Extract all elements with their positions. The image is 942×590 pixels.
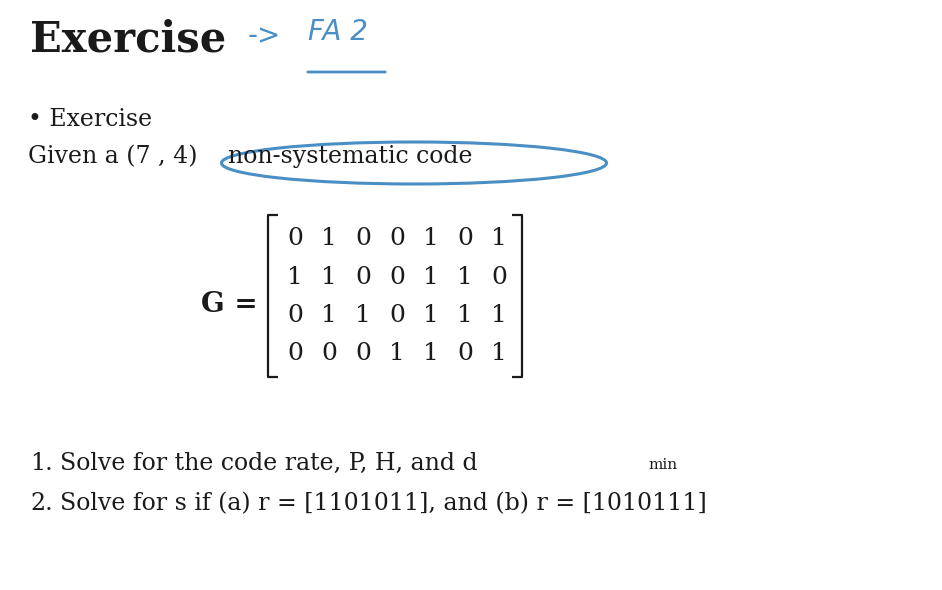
Text: 1.: 1. xyxy=(30,452,53,475)
Text: 0: 0 xyxy=(287,342,303,365)
Text: 0: 0 xyxy=(457,228,473,251)
Text: 1: 1 xyxy=(321,228,337,251)
Text: FA 2: FA 2 xyxy=(308,18,368,46)
Text: 0: 0 xyxy=(389,228,405,251)
Text: G =: G = xyxy=(202,291,258,319)
Text: 1: 1 xyxy=(457,303,473,326)
Text: 1: 1 xyxy=(423,303,439,326)
Text: 1: 1 xyxy=(491,342,507,365)
Text: 0: 0 xyxy=(389,303,405,326)
Text: 0: 0 xyxy=(355,228,371,251)
Text: ->: -> xyxy=(248,22,282,50)
Text: 1: 1 xyxy=(321,303,337,326)
Text: Solve for the code rate, P, H, and d: Solve for the code rate, P, H, and d xyxy=(60,452,478,475)
Text: 0: 0 xyxy=(389,266,405,289)
Text: non-systematic code: non-systematic code xyxy=(228,145,473,168)
Text: 1: 1 xyxy=(423,228,439,251)
Text: 1: 1 xyxy=(491,303,507,326)
Text: 1: 1 xyxy=(355,303,371,326)
Text: 0: 0 xyxy=(457,342,473,365)
Text: 0: 0 xyxy=(287,303,303,326)
Text: 1: 1 xyxy=(491,228,507,251)
Text: 0: 0 xyxy=(355,342,371,365)
Text: 1: 1 xyxy=(457,266,473,289)
Text: min: min xyxy=(648,458,677,472)
Text: 1: 1 xyxy=(389,342,405,365)
Text: 2.: 2. xyxy=(30,492,53,515)
Text: 0: 0 xyxy=(491,266,507,289)
Text: Given a (7 , 4): Given a (7 , 4) xyxy=(28,145,205,168)
Text: 1: 1 xyxy=(287,266,303,289)
Text: 0: 0 xyxy=(287,228,303,251)
Text: Exercise: Exercise xyxy=(30,18,226,60)
Text: 1: 1 xyxy=(423,266,439,289)
Text: 0: 0 xyxy=(321,342,337,365)
Text: 0: 0 xyxy=(355,266,371,289)
Text: 1: 1 xyxy=(321,266,337,289)
Text: 1: 1 xyxy=(423,342,439,365)
Text: • Exercise: • Exercise xyxy=(28,108,152,131)
Text: Solve for s if (a) r = [1101011], and (b) r = [1010111]: Solve for s if (a) r = [1101011], and (b… xyxy=(60,492,706,515)
